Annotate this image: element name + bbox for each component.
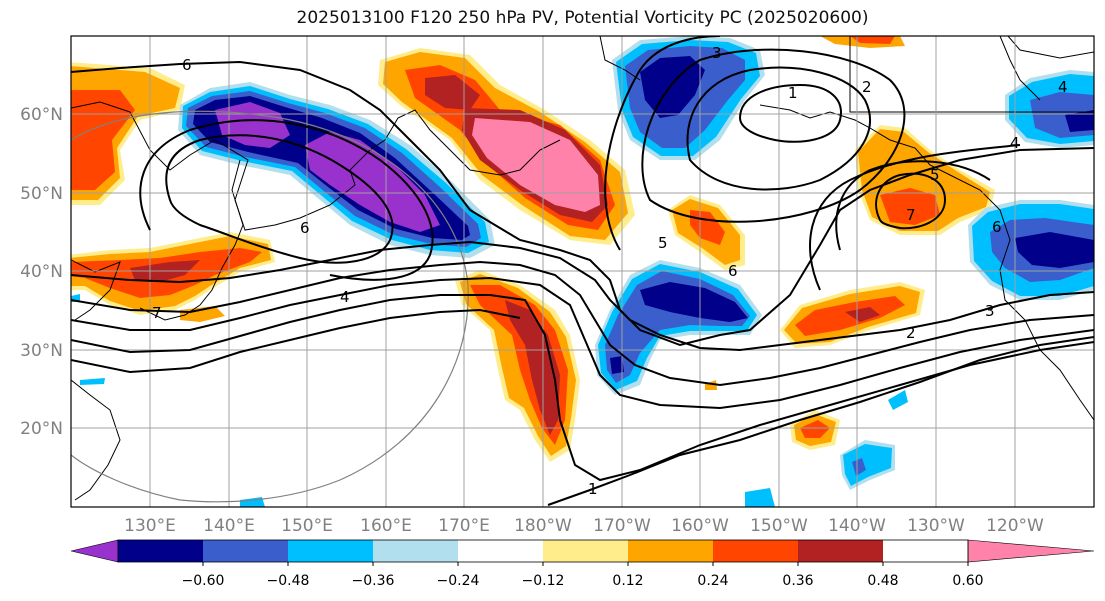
- negative-anomaly-central: [595, 260, 762, 395]
- lon-label: 120°W: [986, 516, 1044, 536]
- colorbar-tick-label: 0.48: [867, 573, 898, 589]
- colorbar-segment: [373, 540, 458, 562]
- contour-label: 5: [658, 234, 668, 252]
- contour-label: 6: [992, 218, 1002, 236]
- lon-label: 140°E: [203, 516, 255, 536]
- lon-label: 160°W: [671, 516, 729, 536]
- negative-anomaly-canada: [1005, 70, 1094, 148]
- negative-anomaly-okhotsk: [178, 82, 495, 258]
- colorbar-tick-label: −0.12: [522, 573, 565, 589]
- negative-anomaly-west-coast: [968, 200, 1094, 300]
- colorbar-extend-left: [70, 539, 119, 563]
- lon-label: 180°W: [514, 516, 572, 536]
- negative-anomaly-small: [71, 294, 908, 507]
- positive-anomaly-gulf-alaska: [855, 125, 995, 235]
- lat-label: 30°N: [20, 341, 63, 361]
- colorbar: −0.60 −0.48 −0.36 −0.24 −0.12 0.12 0.24 …: [70, 539, 1095, 589]
- colorbar-segment: [713, 540, 798, 562]
- contour-label: 2: [862, 78, 872, 96]
- colorbar-tick-label: −0.48: [267, 573, 310, 589]
- lon-label: 130°W: [907, 516, 965, 536]
- lon-label: 130°E: [124, 516, 176, 536]
- lon-label: 170°E: [438, 516, 490, 536]
- contour-label: 4: [1058, 78, 1068, 96]
- contour-label: 1: [788, 84, 798, 102]
- colorbar-segment: [288, 540, 373, 562]
- lat-label: 40°N: [20, 262, 63, 282]
- colorbar-tick-label: −0.24: [437, 573, 480, 589]
- contour-label: 2: [906, 324, 916, 342]
- colorbar-segment: [203, 540, 288, 562]
- colorbar-segment: [628, 540, 713, 562]
- colorbar-tick-label: −0.60: [182, 573, 225, 589]
- map-title: 2025013100 F120 250 hPa PV, Potential Vo…: [296, 8, 869, 28]
- pv-shading: [71, 36, 1094, 507]
- colorbar-segment: [458, 540, 543, 562]
- contour-label: 3: [985, 302, 995, 320]
- lon-label: 150°W: [750, 516, 808, 536]
- lat-label: 20°N: [20, 419, 63, 439]
- colorbar-extend-right: [967, 539, 1095, 563]
- lon-label: 170°W: [593, 516, 651, 536]
- colorbar-segment: [798, 540, 883, 562]
- region-circle: [71, 110, 469, 503]
- contour-label: 7: [906, 206, 916, 224]
- positive-anomaly-bering: [378, 48, 635, 245]
- longitude-labels: 130°E 140°E 150°E 160°E 170°E 180°W 170°…: [124, 516, 1044, 536]
- lon-label: 160°E: [360, 516, 412, 536]
- contour-label: 6: [182, 56, 192, 74]
- contour-label: 7: [152, 304, 162, 322]
- contour-label: 3: [712, 44, 722, 62]
- colorbar-tick-label: 0.24: [697, 573, 728, 589]
- colorbar-tick-label: 0.36: [782, 573, 813, 589]
- colorbar-tick-label: −0.36: [352, 573, 395, 589]
- contour-label-group: 6 6 4 7 5 6 3 1 2 4 5 7 6 3 2 1 4: [152, 44, 1068, 498]
- lat-label: 50°N: [20, 184, 63, 204]
- colorbar-tick-label: 0.60: [952, 573, 983, 589]
- gridlines: [71, 36, 1094, 507]
- contour-label: 5: [930, 166, 940, 184]
- colorbar-segment: [543, 540, 628, 562]
- contour-label: 4: [1010, 134, 1020, 152]
- lon-label: 150°E: [281, 516, 333, 536]
- contour-label: 6: [300, 219, 310, 237]
- contour-label: 4: [340, 288, 350, 306]
- positive-anomaly-subtropical: [780, 282, 925, 348]
- colorbar-tick-label: 0.12: [612, 573, 643, 589]
- negative-anomaly-aleutian: [612, 36, 765, 160]
- colorbar-segment: [118, 540, 203, 562]
- contour-label: 1: [588, 480, 598, 498]
- pv-contours: [71, 36, 1094, 506]
- map-frame: [70, 35, 1095, 508]
- positive-anomaly-west-kamchatka: [71, 62, 185, 205]
- latitude-labels: 60°N 50°N 40°N 30°N 20°N: [20, 105, 63, 439]
- contour-label: 6: [728, 262, 738, 280]
- lon-label: 140°W: [828, 516, 886, 536]
- lat-label: 60°N: [20, 105, 63, 125]
- positive-anomaly-mid-pacific: [668, 195, 745, 270]
